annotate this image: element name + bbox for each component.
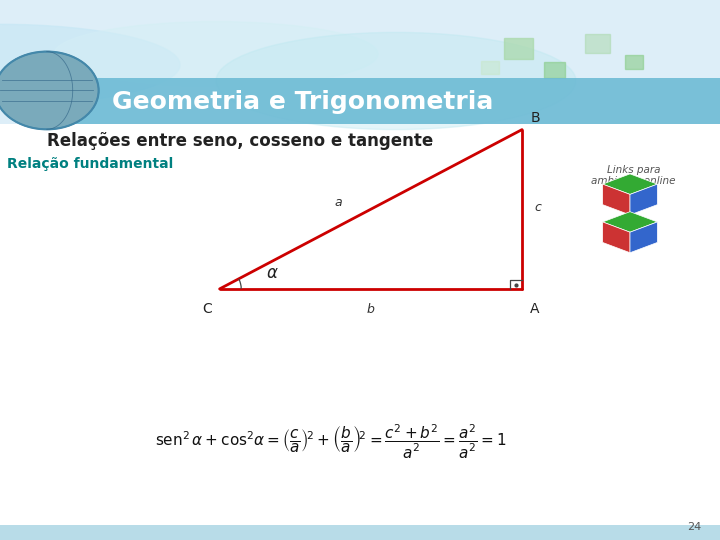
Text: a: a xyxy=(335,196,342,209)
Bar xyxy=(504,38,533,59)
Text: B: B xyxy=(530,111,540,125)
Ellipse shape xyxy=(216,32,576,130)
Ellipse shape xyxy=(0,24,180,105)
Text: Relações entre seno, cosseno e tangente: Relações entre seno, cosseno e tangente xyxy=(47,132,433,150)
Bar xyxy=(481,60,499,74)
Text: c: c xyxy=(534,201,541,214)
Bar xyxy=(544,62,565,78)
Polygon shape xyxy=(630,184,657,215)
Bar xyxy=(0,525,720,540)
Polygon shape xyxy=(603,212,657,232)
Text: A: A xyxy=(530,302,540,316)
Polygon shape xyxy=(603,222,630,253)
FancyBboxPatch shape xyxy=(0,0,720,124)
Text: $\mathrm{sen}^2\,\alpha + \cos^2\!\alpha = \left(\dfrac{c}{a}\right)^{\!2} + \le: $\mathrm{sen}^2\,\alpha + \cos^2\!\alpha… xyxy=(156,423,507,461)
Polygon shape xyxy=(603,184,630,215)
Text: Links para
ambiente online: Links para ambiente online xyxy=(591,165,676,186)
Bar xyxy=(585,33,611,52)
Text: C: C xyxy=(202,302,212,316)
Polygon shape xyxy=(603,174,657,194)
Text: Geometria e Trigonometria: Geometria e Trigonometria xyxy=(112,90,493,113)
Text: Relação fundamental: Relação fundamental xyxy=(7,157,174,171)
Text: b: b xyxy=(367,303,374,316)
Text: 24: 24 xyxy=(687,522,701,532)
Ellipse shape xyxy=(54,22,378,86)
Polygon shape xyxy=(630,222,657,253)
Bar xyxy=(625,55,643,69)
Text: $\alpha$: $\alpha$ xyxy=(266,264,279,282)
Bar xyxy=(47,78,720,124)
Circle shape xyxy=(0,51,99,129)
